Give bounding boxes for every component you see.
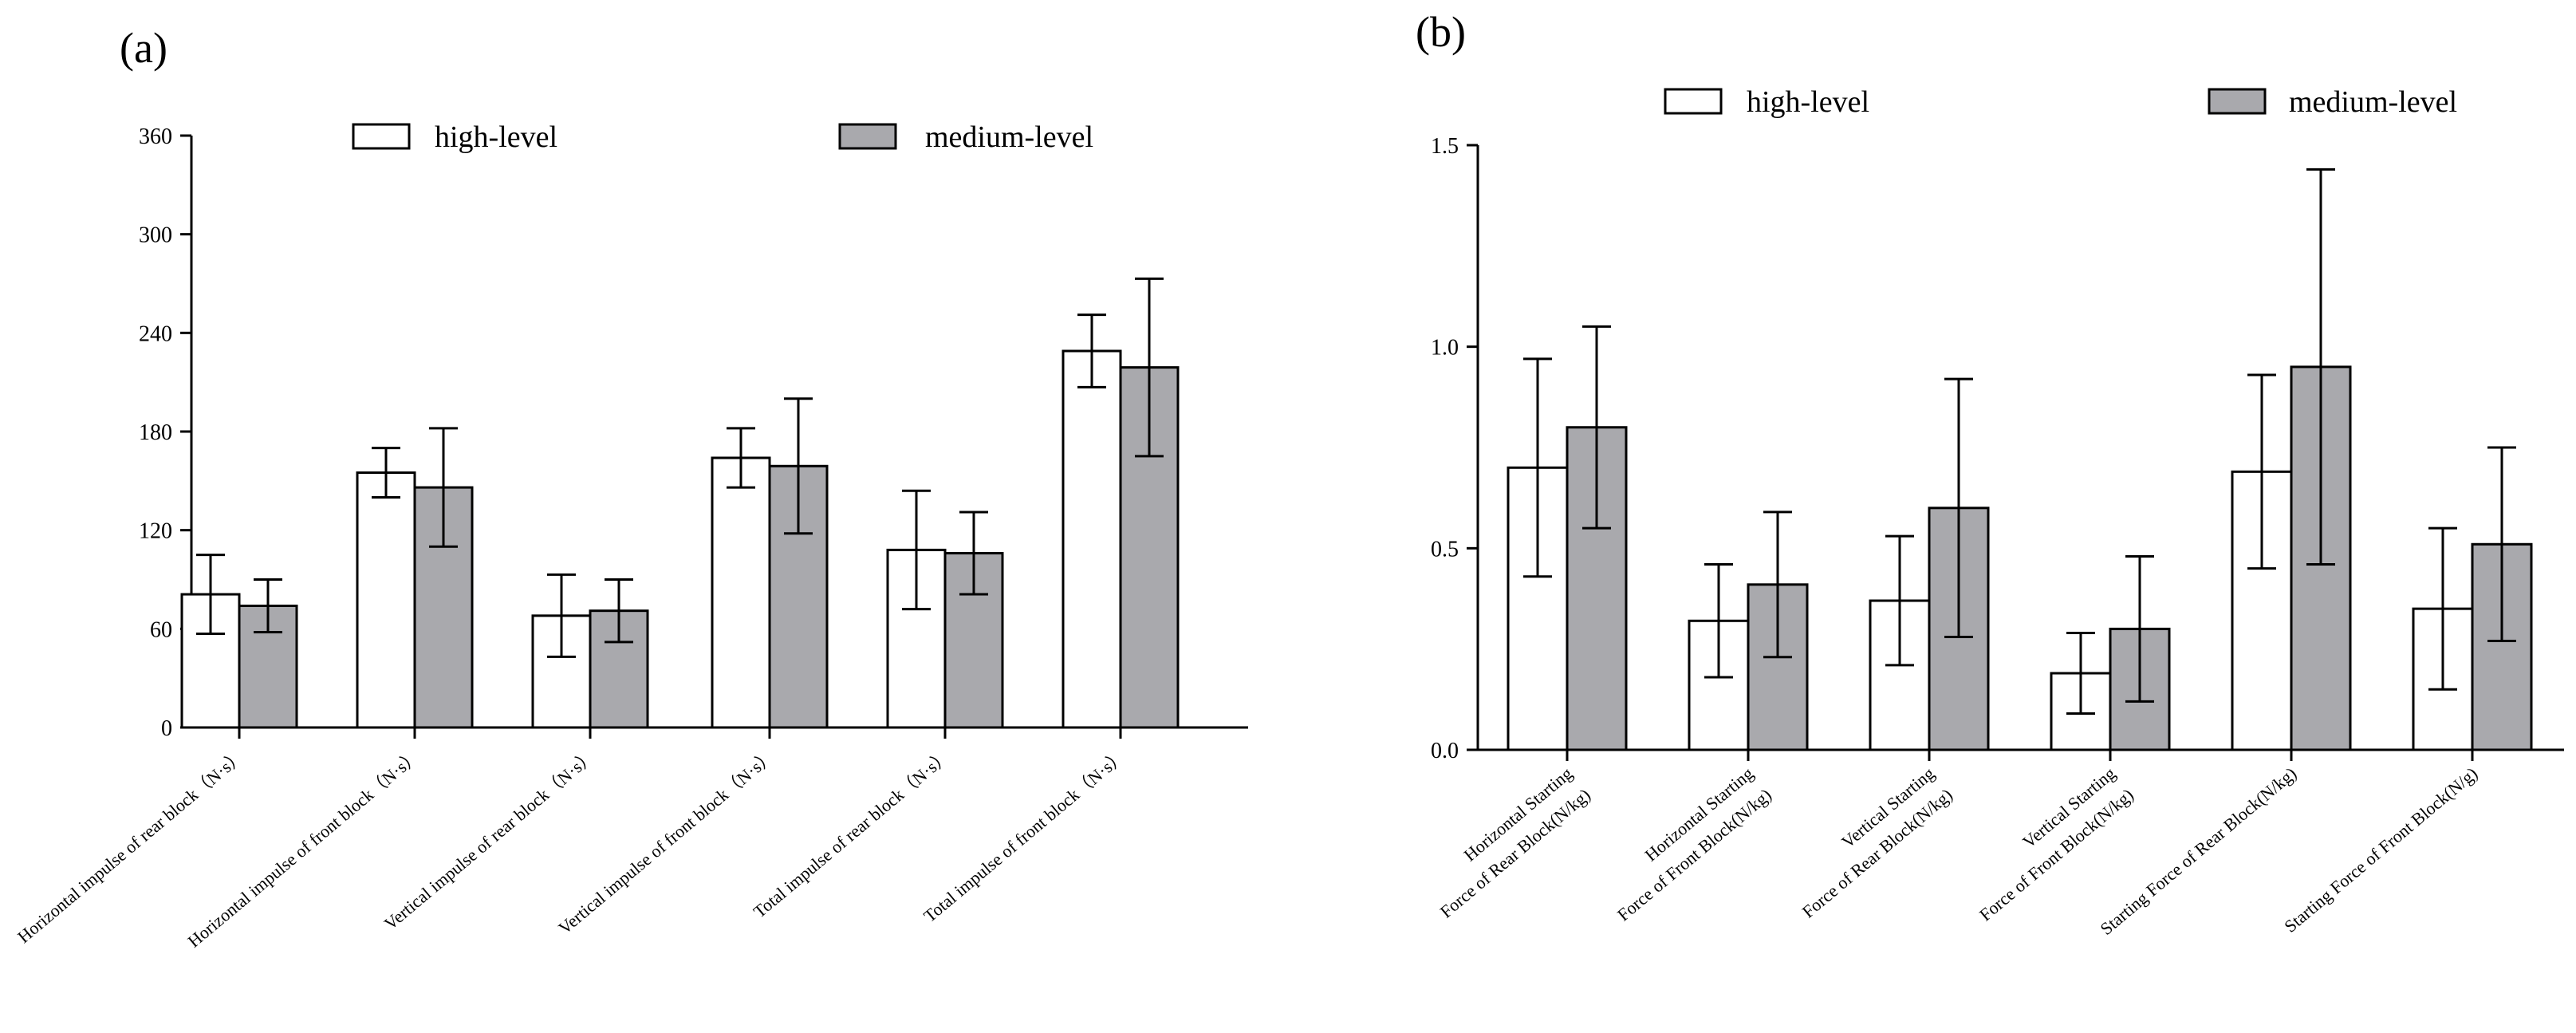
panel-b-chart: 0.0 0.5 1.0 1.5 Horizontal StartingForce of … bbox=[1418, 85, 2564, 939]
panel-b-label: (b) bbox=[1416, 8, 1466, 56]
panel-a-category-label: Total impulse of rear block（N·s） bbox=[750, 746, 954, 922]
panel-a-bar-high bbox=[1062, 349, 1122, 729]
panel-a-bar-high bbox=[711, 456, 771, 729]
panel-a-legend-label-high: high-level bbox=[435, 120, 557, 154]
panel-a-legend-label-medium: medium-level bbox=[925, 120, 1093, 154]
panel-b-category-label: Vertical StartingForce of Rear Block(N/k… bbox=[1780, 763, 1956, 922]
panel-b-legend-swatch-medium bbox=[2208, 88, 2267, 115]
panel-a-bar-medium bbox=[238, 604, 298, 729]
panel-b-category-label: Starting Force of Front Block(N/g) bbox=[2280, 763, 2481, 936]
panel-b-bar-high bbox=[1869, 599, 1931, 751]
panel-a-legend-swatch-medium bbox=[838, 123, 897, 150]
panel-a-category-label: Vertical impulse of front block（N·s） bbox=[554, 746, 778, 938]
panel-b-y-tick-label: 1.0 bbox=[1431, 336, 1459, 361]
panel-b-y-tick-label: 0.5 bbox=[1431, 537, 1459, 562]
panel-b-legend-swatch-high bbox=[1664, 88, 1723, 115]
panel-b-y-tick-label: 0.0 bbox=[1431, 739, 1459, 763]
panel-a-y-tick-label: 300 bbox=[139, 223, 172, 248]
panel-a-y-tick-label: 180 bbox=[139, 420, 172, 445]
panel-b-legend-label-high: high-level bbox=[1747, 85, 1869, 119]
panel-a-legend-swatch-high bbox=[352, 123, 411, 150]
panel-a-y-tick-label: 120 bbox=[139, 519, 172, 544]
panel-a-y-tick-label: 240 bbox=[139, 321, 172, 346]
panel-b-category-label: Vertical StartingForce of Front Block(N/… bbox=[1957, 763, 2137, 925]
panel-b-legend-label-medium: medium-level bbox=[2289, 85, 2457, 119]
panel-a-category-label: Total impulse of front block（N·s） bbox=[920, 746, 1129, 926]
panel-b-category-label: Horizontal StartingForce of Rear Block(N… bbox=[1418, 763, 1594, 922]
panel-a-y-tick-label: 360 bbox=[139, 124, 172, 149]
panel-a-bar-high bbox=[356, 471, 416, 729]
panel-a-y-tick-label: 60 bbox=[150, 617, 172, 642]
panel-a-y-tick-label: 0 bbox=[161, 716, 172, 741]
panel-b-y-tick-label: 1.5 bbox=[1431, 134, 1459, 159]
panel-b-category-label: Horizontal StartingForce of Front Block(… bbox=[1595, 763, 1774, 925]
panel-a-label: (a) bbox=[120, 24, 167, 72]
panel-a-category-label: Vertical impulse of rear block（N·s） bbox=[380, 746, 599, 934]
